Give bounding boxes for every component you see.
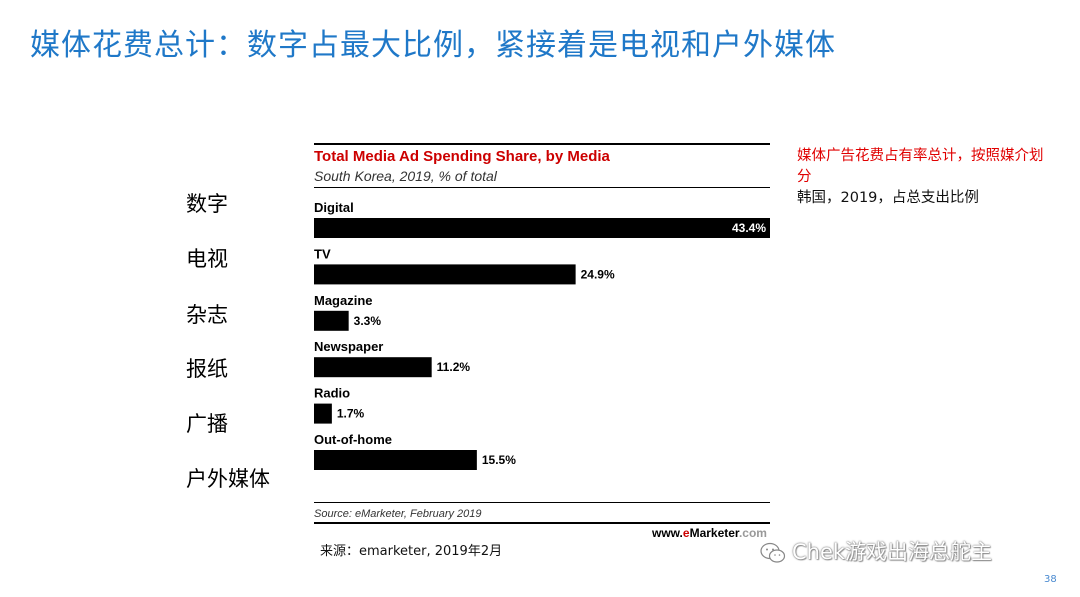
value-label-digital: 43.4% <box>732 221 766 235</box>
brand-prefix: www. <box>652 526 683 540</box>
cn-label-radio: 广播 <box>186 412 228 436</box>
cn-label-out-of-home: 户外媒体 <box>186 467 270 491</box>
value-label-newspaper: 11.2% <box>437 360 471 374</box>
chart-bottom-rule <box>314 502 770 503</box>
category-label-magazine: Magazine <box>314 293 373 308</box>
chart-title: Total Media Ad Spending Share, by Media <box>314 148 610 165</box>
category-label-tv: TV <box>314 246 331 261</box>
brand-accent: e <box>682 526 690 540</box>
bar-digital <box>314 218 770 238</box>
watermark: Chek游戏出海总舵主 <box>760 536 992 566</box>
value-label-tv: 24.9% <box>581 267 615 281</box>
category-label-out-of-home: Out-of-home <box>314 432 392 447</box>
chart-top-rule <box>314 143 770 145</box>
chart-header-rule <box>314 187 770 188</box>
category-label-radio: Radio <box>314 386 350 401</box>
category-label-newspaper: Newspaper <box>314 339 383 354</box>
bar-chart: Digital 43.4% TV 24.9% Magazine 3.3% Newspaper… <box>314 200 770 470</box>
wechat-icon <box>760 542 786 563</box>
watermark-text: Chek游戏出海总舵主 <box>792 540 993 564</box>
chart-subtitle: South Korea, 2019, % of total <box>314 168 497 184</box>
cn-label-digital: 数字 <box>186 192 228 216</box>
note-scope: 韩国，2019，占总支出比例 <box>797 190 979 206</box>
value-label-radio: 1.7% <box>337 407 365 421</box>
cn-label-tv: 电视 <box>186 247 228 271</box>
value-label-out-of-home: 15.5% <box>482 453 516 467</box>
value-label-magazine: 3.3% <box>354 314 382 328</box>
brand-tail: .com <box>738 526 767 540</box>
note-description: 媒体广告花费占有率总计，按照媒介划分 <box>797 148 1044 185</box>
bar-magazine <box>314 310 349 331</box>
slide-title: 媒体花费总计：数字占最大比例，紧接着是电视和户外媒体 <box>30 28 836 63</box>
bar-tv <box>314 264 576 285</box>
chart-end-rule <box>314 522 770 524</box>
emarketer-brand: www.eMarketer.com <box>652 526 767 540</box>
brand-suffix: Marketer <box>689 526 739 540</box>
bar-radio <box>314 403 332 424</box>
category-label-digital: Digital <box>314 200 354 215</box>
cn-label-magazine: 杂志 <box>186 303 228 327</box>
chart-note: 媒体广告花费占有率总计，按照媒介划分 韩国，2019，占总支出比例 <box>797 146 1057 209</box>
bar-newspaper <box>314 357 432 378</box>
chinese-category-labels: 数字 电视 杂志 报纸 广播 户外媒体 <box>186 0 306 597</box>
source-chinese: 来源：emarketer, 2019年2月 <box>320 544 503 559</box>
cn-label-newspaper: 报纸 <box>186 357 228 381</box>
chart-source: Source: eMarketer, February 2019 <box>314 508 482 520</box>
bar-out-of-home <box>314 450 477 470</box>
page-number: 38 <box>1044 574 1057 585</box>
